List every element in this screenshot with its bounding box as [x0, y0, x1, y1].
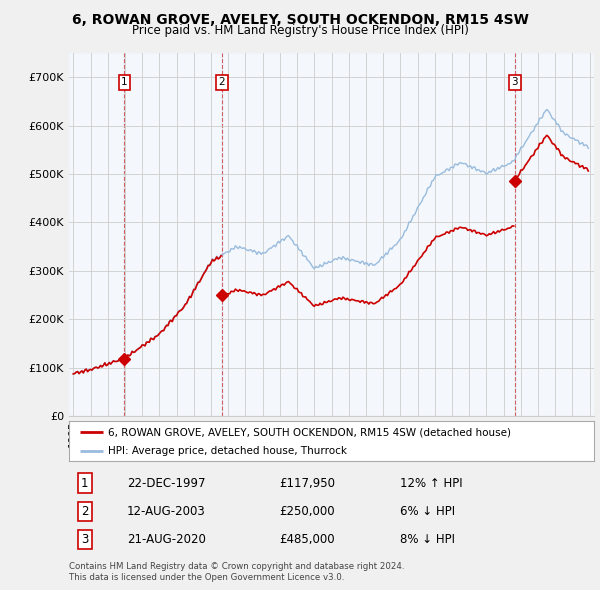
Text: £117,950: £117,950 [279, 477, 335, 490]
Text: Price paid vs. HM Land Registry's House Price Index (HPI): Price paid vs. HM Land Registry's House … [131, 24, 469, 37]
Text: 12% ↑ HPI: 12% ↑ HPI [400, 477, 463, 490]
Text: 8% ↓ HPI: 8% ↓ HPI [400, 533, 455, 546]
Text: 2: 2 [81, 505, 89, 518]
Text: 6, ROWAN GROVE, AVELEY, SOUTH OCKENDON, RM15 4SW (detached house): 6, ROWAN GROVE, AVELEY, SOUTH OCKENDON, … [109, 427, 511, 437]
Text: 3: 3 [511, 77, 518, 87]
Text: 6% ↓ HPI: 6% ↓ HPI [400, 505, 455, 518]
Text: 2: 2 [218, 77, 225, 87]
Text: 1: 1 [81, 477, 89, 490]
Text: £485,000: £485,000 [279, 533, 335, 546]
Text: 3: 3 [81, 533, 88, 546]
Text: £250,000: £250,000 [279, 505, 335, 518]
Bar [515, 53, 594, 416]
Bar [69, 53, 124, 416]
Text: 22-DEC-1997: 22-DEC-1997 [127, 477, 205, 490]
Text: Contains HM Land Registry data © Crown copyright and database right 2024.: Contains HM Land Registry data © Crown c… [69, 562, 404, 571]
Text: 1: 1 [121, 77, 128, 87]
Text: This data is licensed under the Open Government Licence v3.0.: This data is licensed under the Open Gov… [69, 572, 344, 582]
Text: 21-AUG-2020: 21-AUG-2020 [127, 533, 206, 546]
Text: HPI: Average price, detached house, Thurrock: HPI: Average price, detached house, Thur… [109, 445, 347, 455]
Bar [221, 53, 515, 416]
Text: 12-AUG-2003: 12-AUG-2003 [127, 505, 205, 518]
Bar [124, 53, 221, 416]
Text: 6, ROWAN GROVE, AVELEY, SOUTH OCKENDON, RM15 4SW: 6, ROWAN GROVE, AVELEY, SOUTH OCKENDON, … [71, 13, 529, 27]
